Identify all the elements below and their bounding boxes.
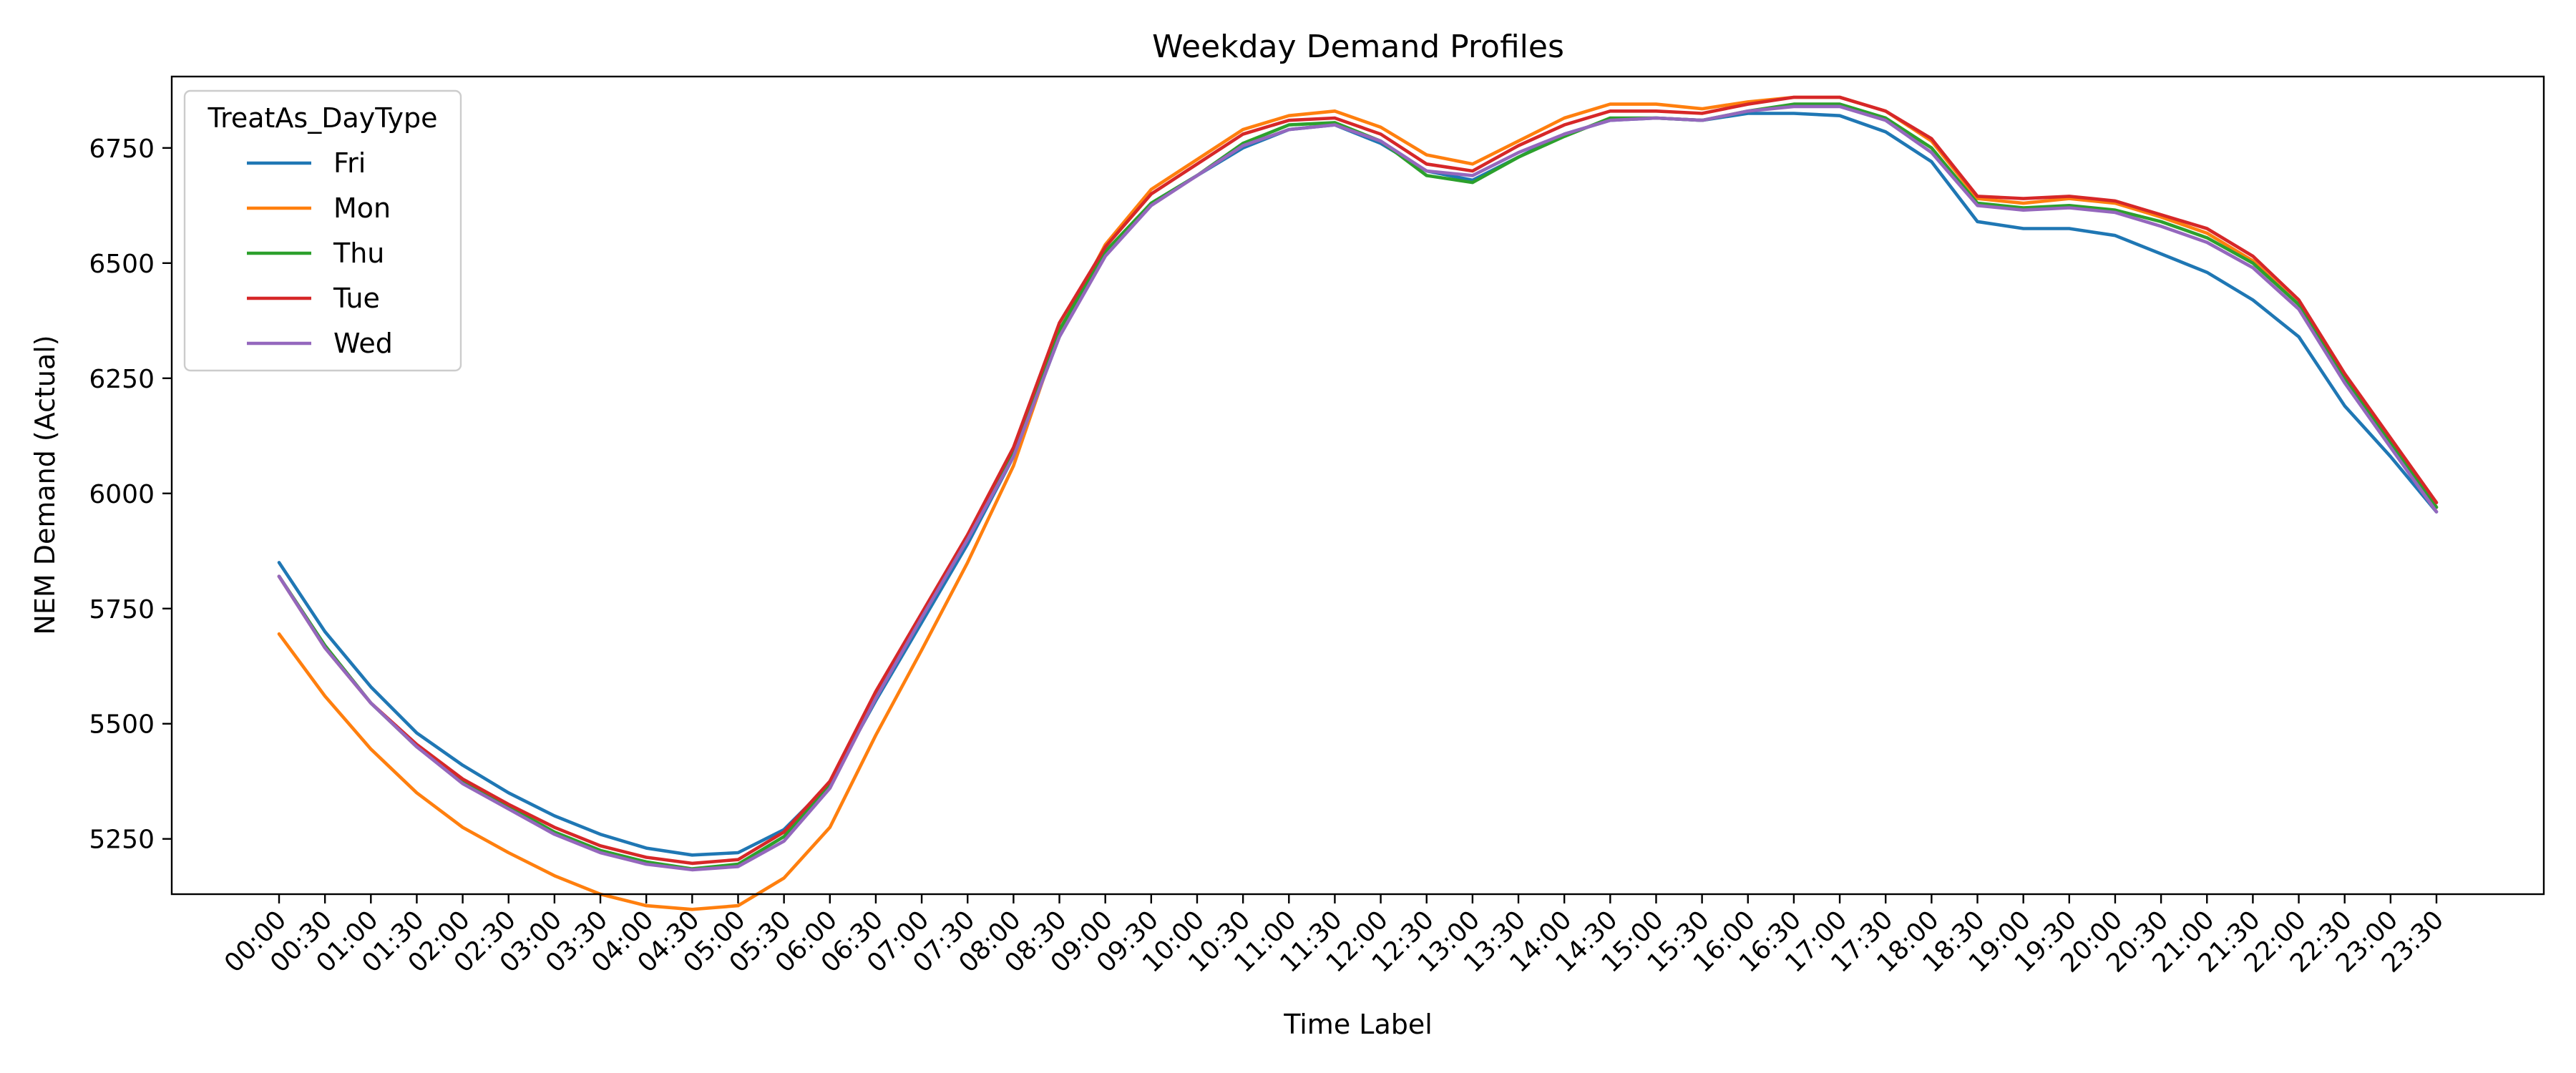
legend-items: Fri Mon Thu Tue Wed xyxy=(247,147,393,359)
y-tick-label: 5250 xyxy=(89,825,155,855)
y-tick-label: 6250 xyxy=(89,365,155,394)
series-line-wed xyxy=(277,104,2439,872)
legend-box xyxy=(183,89,462,372)
legend-label-thu: Thu xyxy=(333,237,384,269)
legend-title: TreatAs_DayType xyxy=(207,102,437,134)
x-axis-label: Time Label xyxy=(1283,1009,1433,1040)
y-axis: 5250 5500 5750 6000 6250 6500 6750 xyxy=(89,134,172,855)
legend-label-wed: Wed xyxy=(333,328,393,359)
y-tick-label: 6500 xyxy=(89,250,155,279)
series-line-tue xyxy=(277,95,2439,866)
legend-label-fri: Fri xyxy=(333,147,366,179)
series-layer xyxy=(277,95,2439,911)
y-axis-label: NEM Demand (Actual) xyxy=(29,335,61,635)
y-tick-label: 5750 xyxy=(89,595,155,624)
legend: TreatAs_DayType Fri Mon Thu Tue Wed xyxy=(183,89,462,372)
legend-label-mon: Mon xyxy=(333,192,391,224)
series-line-mon xyxy=(277,95,2439,911)
y-tick-label: 5500 xyxy=(89,710,155,740)
y-tick-label: 6750 xyxy=(89,134,155,164)
chart-title: Weekday Demand Profiles xyxy=(1152,29,1564,65)
legend-label-tue: Tue xyxy=(333,283,380,314)
y-tick-label: 6000 xyxy=(89,480,155,509)
plot-frame xyxy=(170,75,2545,896)
